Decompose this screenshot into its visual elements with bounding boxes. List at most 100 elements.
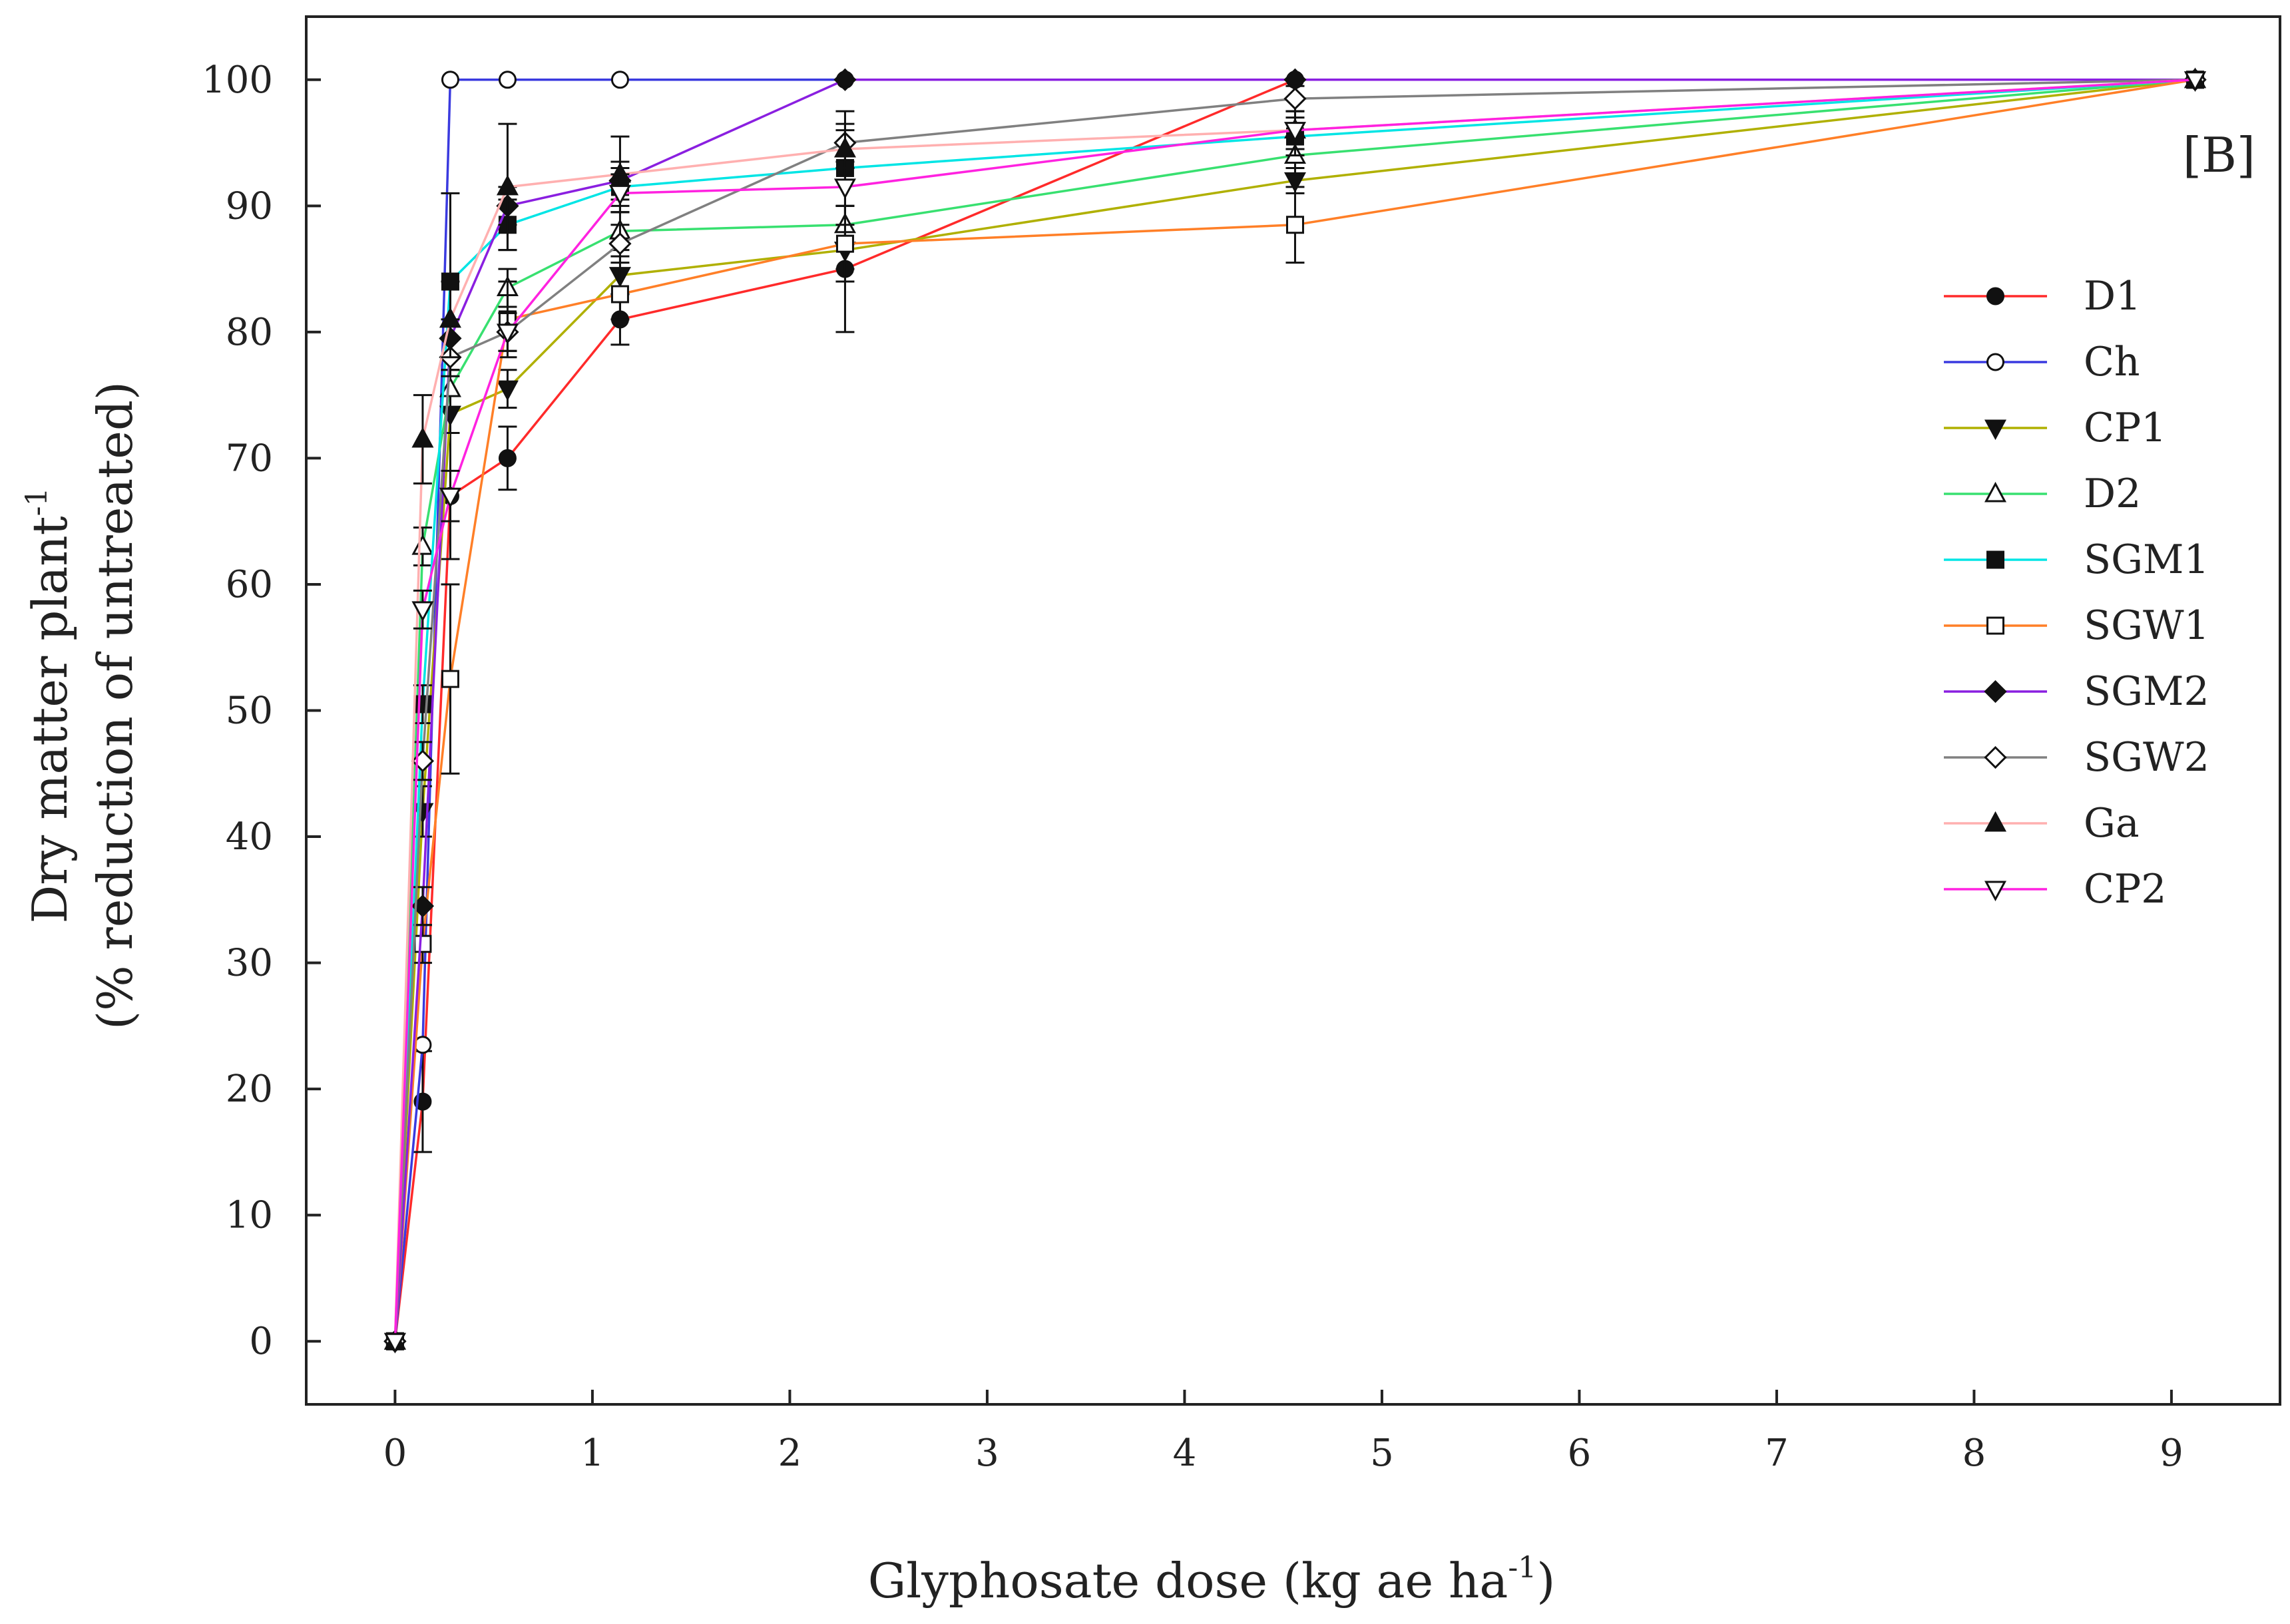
x-axis-title-end: )	[1536, 1553, 1555, 1609]
legend: D1 Ch CP1 D2 SGM1 SGW1 SGM2 SGW2 Ga CP2	[1944, 273, 2209, 913]
x-tick-label-1: 1	[580, 1432, 604, 1475]
x-axis-title-sup: -1	[1508, 1551, 1536, 1585]
point-Ga-2	[439, 307, 461, 328]
point-Ch-3	[498, 71, 517, 89]
legend-item-Ch: Ch	[1944, 339, 2140, 385]
legend-marker-SGM2	[1984, 680, 2007, 704]
legend-label-SGM1: SGM1	[2084, 536, 2209, 583]
legend-item-D1: D1	[1944, 273, 2141, 319]
point-D2-1	[411, 534, 434, 555]
x-tick-label-6: 6	[1568, 1432, 1592, 1475]
x-tick-label-5: 5	[1370, 1432, 1394, 1475]
legend-marker-SGW2	[1984, 745, 2007, 769]
legend-label-SGW2: SGW2	[2084, 734, 2209, 781]
legend-label-Ch: Ch	[2084, 339, 2140, 385]
x-axis: 0 1 2 3 4 5 6 7 8 9	[383, 1390, 2183, 1475]
x-tick-label-8: 8	[1962, 1432, 1986, 1475]
legend-item-SGM2: SGM2	[1944, 668, 2209, 715]
legend-marker-D1	[1986, 287, 2004, 305]
point-Ga-3	[496, 174, 519, 196]
y-tick-label-5: 50	[226, 690, 273, 733]
y-tick-label-7: 70	[226, 437, 273, 480]
point-CP2-0	[383, 1332, 406, 1354]
legend-item-SGW1: SGW1	[1944, 602, 2209, 649]
x-axis-title: Glyphosate dose (kg ae ha-1)	[868, 1551, 1556, 1609]
point-Ga-1	[411, 427, 434, 448]
y-tick-label-1: 10	[226, 1194, 273, 1237]
point-SGM2-5	[833, 68, 857, 91]
point-D1-3	[498, 449, 517, 467]
point-CP2-5	[833, 178, 856, 200]
x-tick-label-4: 4	[1173, 1432, 1197, 1475]
y-axis-title-line1-sup: -1	[20, 488, 54, 516]
series-line-SGW2	[393, 79, 2195, 1342]
series-line-SGM2	[393, 79, 2195, 1342]
series-line-CP1	[393, 79, 2195, 1342]
point-CP1-3	[496, 380, 519, 401]
legend-marker-SGM1	[1986, 550, 2004, 569]
point-D2-2	[439, 376, 461, 397]
point-CP2-6	[1283, 122, 1306, 142]
y-axis-title-line1: Dry matter plant-1	[20, 488, 78, 924]
point-Ch-2	[441, 71, 459, 89]
panel-label: [B]	[2183, 127, 2255, 183]
legend-item-SGM1: SGM1	[1944, 536, 2209, 583]
y-tick-label-3: 30	[226, 942, 273, 985]
legend-label-Ga: Ga	[2084, 800, 2140, 847]
point-CP2-7	[2183, 71, 2207, 92]
y-tick-label-8: 80	[226, 311, 273, 354]
legend-item-Ga: Ga	[1944, 800, 2140, 847]
y-tick-label-2: 20	[226, 1068, 273, 1111]
legend-label-CP2: CP2	[2084, 866, 2166, 913]
y-axis-title-line2: (% reduction of untreated)	[87, 381, 143, 1030]
x-tick-label-3: 3	[975, 1432, 999, 1475]
point-SGW2-6	[1283, 87, 1307, 110]
point-CP2-2	[439, 487, 461, 508]
series-CP2	[383, 71, 2207, 1354]
legend-label-D1: D1	[2084, 273, 2141, 319]
legend-marker-CP1	[1984, 419, 2007, 441]
point-CP2-3	[496, 323, 519, 345]
x-tick-label-2: 2	[778, 1432, 802, 1475]
point-Ga-5	[833, 136, 856, 158]
series-layer	[383, 67, 2207, 1354]
point-SGW1-6	[1285, 216, 1304, 234]
legend-item-D2: D2	[1944, 471, 2141, 517]
y-tick-label-10: 100	[202, 59, 273, 102]
x-tick-label-9: 9	[2160, 1432, 2183, 1475]
legend-marker-Ga	[1984, 811, 2007, 832]
x-tick-label-0: 0	[383, 1432, 407, 1475]
series-line-D2	[393, 79, 2195, 1342]
legend-label-CP1: CP1	[2084, 405, 2166, 451]
point-Ch-4	[610, 71, 629, 89]
y-tick-label-4: 40	[226, 815, 273, 859]
y-axis-title-line1-main: Dry matter plant	[22, 516, 78, 923]
y-axis: 0 10 20 30 40 50 60 70 80 90 100	[202, 59, 321, 1363]
y-tick-label-6: 60	[226, 563, 273, 606]
legend-marker-SGW1	[1986, 616, 2004, 635]
series-line-Ga	[393, 79, 2195, 1342]
legend-label-SGW1: SGW1	[2084, 602, 2209, 649]
y-tick-label-0: 0	[249, 1320, 273, 1363]
legend-marker-CP2	[1984, 881, 2007, 902]
point-SGM1-1	[413, 695, 432, 713]
x-axis-title-main: Glyphosate dose (kg ae ha	[868, 1553, 1508, 1609]
point-SGW2-4	[608, 232, 632, 256]
point-CP2-1	[411, 601, 434, 622]
legend-marker-D2	[1984, 481, 2007, 503]
x-tick-label-7: 7	[1765, 1432, 1789, 1475]
point-SGW1-1	[413, 934, 432, 953]
series-line-Ch	[393, 79, 2195, 1342]
series-line-CP2	[393, 79, 2195, 1342]
legend-label-D2: D2	[2084, 471, 2141, 517]
y-tick-label-9: 90	[226, 184, 273, 228]
legend-marker-Ch	[1986, 353, 2004, 371]
series-SGW1	[385, 71, 2205, 1350]
legend-item-CP1: CP1	[1944, 405, 2166, 451]
point-SGW1-4	[610, 285, 629, 304]
point-CP2-4	[608, 184, 631, 206]
legend-item-CP2: CP2	[1944, 866, 2166, 913]
legend-label-SGM2: SGM2	[2084, 668, 2209, 715]
series-line-SGW1	[393, 79, 2195, 1342]
